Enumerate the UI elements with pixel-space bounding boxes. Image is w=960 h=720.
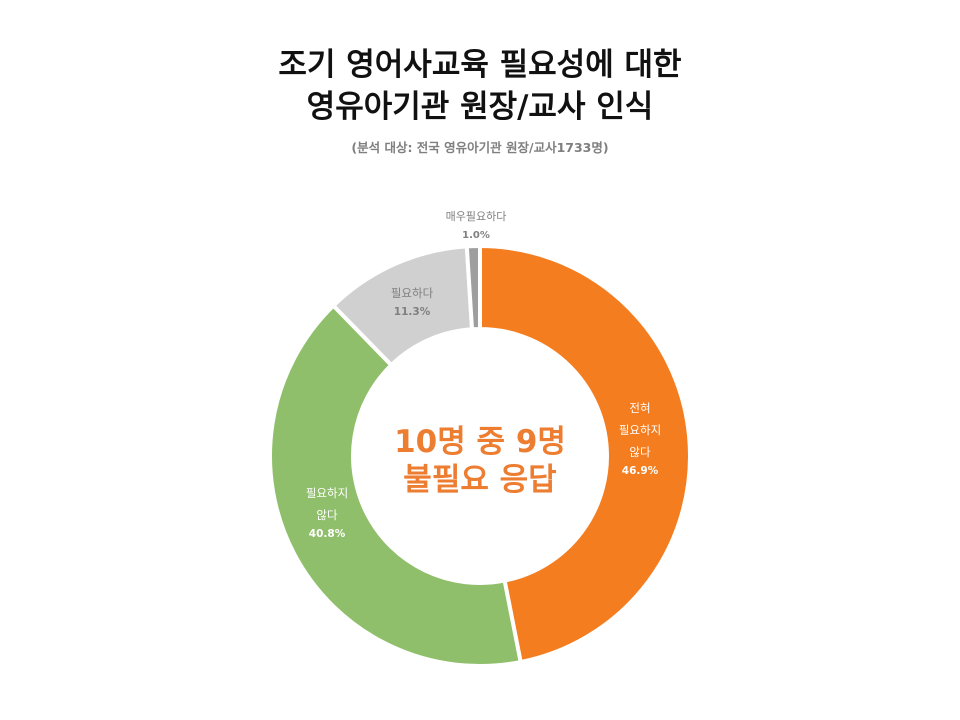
donut-slice-4 xyxy=(464,244,482,332)
slice-value-label: 40.8% xyxy=(309,528,346,540)
slice-value-label: 46.9% xyxy=(622,465,659,477)
center-text-line-2: 불필요 응답 xyxy=(403,462,556,498)
slice-label-text: 필요하다 xyxy=(391,286,434,300)
chart-title-line-1: 조기 영어사교육 필요성에 대한 xyxy=(278,47,682,83)
slice-label-text: 매우필요하다 xyxy=(446,209,507,223)
chart-title-line-2: 영유아기관 원장/교사 인식 xyxy=(306,89,654,125)
slice-label-text: 전혀 xyxy=(629,401,650,415)
donut-slice-1 xyxy=(478,244,692,665)
slice-label-text: 필요하지 xyxy=(306,486,348,500)
slice-label-4: 매우필요하다 1.0% xyxy=(446,209,507,241)
chart-subtitle: (분석 대상: 전국 영유아기관 원장/교사1733명) xyxy=(351,140,609,155)
donut-slice-2 xyxy=(268,303,523,668)
slice-label-text: 않다 xyxy=(629,445,651,459)
slice-label-text: 않다 xyxy=(316,508,338,522)
slice-value-label: 11.3% xyxy=(394,306,431,318)
slice-label-3: 필요하다 11.3% xyxy=(391,286,434,318)
slice-value-label: 1.0% xyxy=(462,230,490,241)
center-text-line-1: 10명 중 9명 xyxy=(394,424,566,460)
chart-title: 조기 영어사교육 필요성에 대한 영유아기관 원장/교사 인식 xyxy=(0,44,960,128)
slice-label-text: 필요하지 xyxy=(619,423,661,437)
